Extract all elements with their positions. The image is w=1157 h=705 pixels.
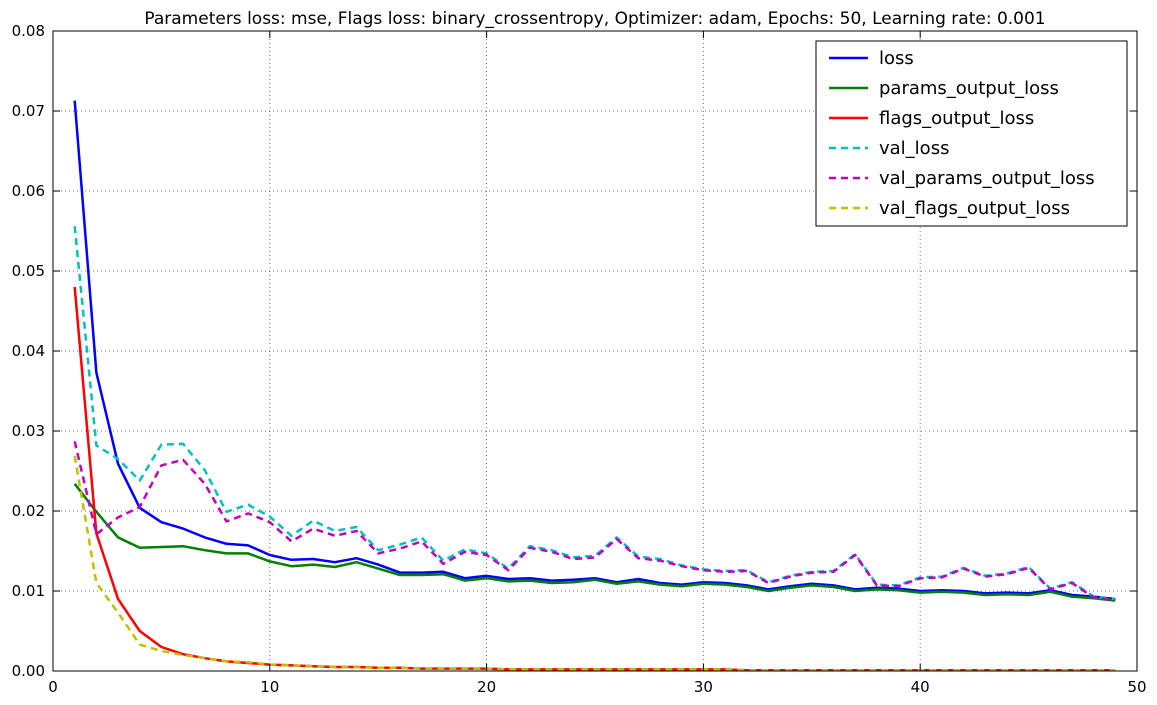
y-tick-label: 0.06	[12, 182, 45, 200]
y-tick-label: 0.01	[12, 582, 45, 600]
y-tick-label: 0.02	[12, 502, 45, 520]
x-tick-label: 20	[477, 678, 496, 696]
x-tick-label: 50	[1127, 678, 1146, 696]
series-line-val-flags-output-loss	[73, 455, 1116, 672]
legend-label: val_loss	[879, 138, 949, 159]
grid	[53, 31, 1137, 671]
y-tick-label: 0.04	[12, 342, 45, 360]
x-tick-label: 0	[48, 678, 58, 696]
legend-label: params_output_loss	[879, 78, 1059, 99]
legend-label: val_params_output_loss	[879, 168, 1095, 189]
axis-ticks: 0 10 20 30 40 50 0.00 0.01 0.02 0.03 0.04 0.05 0.06 0…	[12, 22, 1147, 696]
legend: loss params_output_loss flags_output_lossv…	[815, 40, 1128, 227]
legend-label: loss	[879, 48, 914, 69]
y-tick-label: 0.08	[12, 22, 45, 40]
y-tick-label: 0.05	[12, 262, 45, 280]
series-lines	[73, 100, 1116, 672]
series-line-val-params-output-loss	[73, 441, 1116, 602]
x-tick-label: 40	[911, 678, 930, 696]
legend-box	[815, 40, 1128, 227]
series-line-loss	[73, 100, 1116, 601]
legend-label: val_flags_output_loss	[879, 198, 1070, 219]
series-line-params-output-loss	[73, 483, 1116, 602]
x-tick-label: 30	[694, 678, 713, 696]
y-tick-label: 0.00	[12, 662, 45, 680]
legend-label: flags_output_loss	[879, 108, 1034, 129]
chart-title: Parameters loss: mse, Flags loss: binary…	[144, 9, 1045, 29]
x-tick-label: 10	[260, 678, 279, 696]
y-tick-label: 0.03	[12, 422, 45, 440]
y-tick-label: 0.07	[12, 102, 45, 120]
